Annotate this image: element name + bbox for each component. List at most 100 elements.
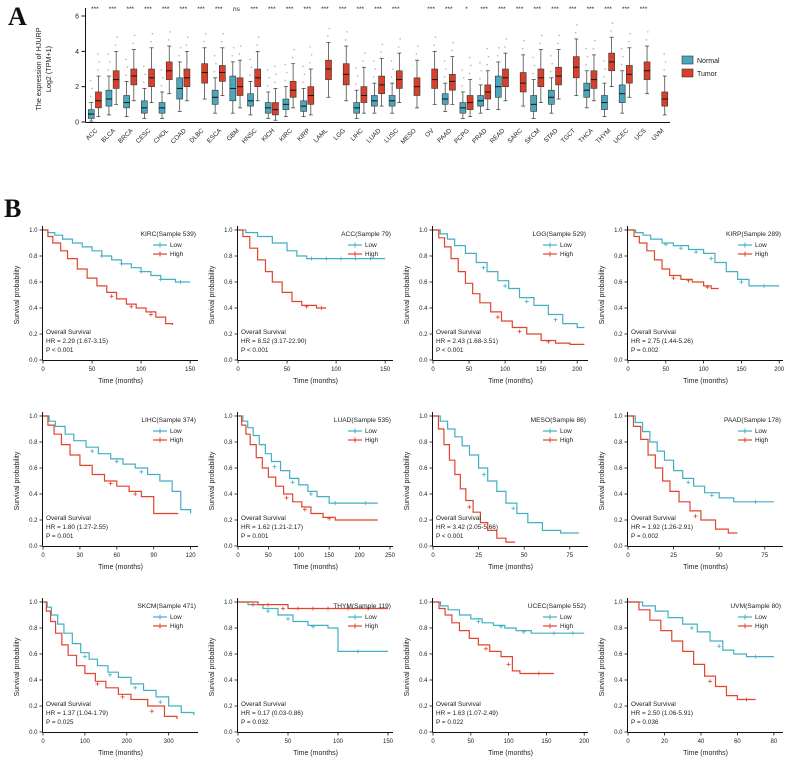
high-curve [628, 601, 756, 701]
svg-text:0.8: 0.8 [29, 254, 38, 260]
svg-text:1.0: 1.0 [29, 600, 38, 606]
x-axis-tick-label: TGCT [560, 127, 577, 144]
significance-marker: *** [498, 6, 506, 13]
legend-label: High [365, 623, 379, 630]
svg-text:0.8: 0.8 [29, 626, 38, 632]
expression-boxplot: 0 2 4 6 The expression of HJURP Log2 (TPM+1) *… [34, 6, 720, 146]
x-axis-tick-label: BRCA [117, 127, 135, 145]
annotation-line: P = 0.036 [631, 719, 659, 726]
svg-text:0.2: 0.2 [29, 518, 38, 524]
svg-text:0: 0 [431, 739, 435, 745]
legend-label: Low [170, 614, 182, 621]
svg-text:0.2: 0.2 [419, 518, 428, 524]
annotation-line: P < 0.001 [241, 347, 269, 354]
svg-text:1.0: 1.0 [224, 228, 233, 234]
x-axis-label: Time (months) [683, 564, 728, 571]
legend-label-normal: Normal [697, 58, 720, 65]
svg-text:0: 0 [41, 553, 45, 559]
svg-text:0.2: 0.2 [224, 704, 233, 710]
svg-text:0.8: 0.8 [419, 626, 428, 632]
annotation-line: HR = 1.37 (1.04-1.79) [46, 710, 108, 717]
km-plot-svg: 0.0 0.2 0.4 0.6 0.8 1.0 0 50 100 150 200 250 Time (m… [209, 412, 396, 571]
svg-text:300: 300 [164, 739, 175, 745]
annotation-line: Overall Survival [241, 329, 286, 336]
svg-text:200: 200 [122, 739, 133, 745]
svg-text:0.8: 0.8 [614, 626, 623, 632]
km-plot-kirc: 0.0 0.2 0.4 0.6 0.8 1.0 0 50 100 150 Time (months)… [10, 220, 205, 402]
svg-text:1.0: 1.0 [29, 414, 38, 420]
km-plot-skcm: 0.0 0.2 0.4 0.6 0.8 1.0 0 100 200 300 Time (months… [10, 592, 205, 774]
svg-text:0.0: 0.0 [29, 544, 38, 550]
svg-text:0.6: 0.6 [419, 466, 428, 472]
svg-text:0.2: 0.2 [224, 332, 233, 338]
svg-text:0.8: 0.8 [224, 254, 233, 260]
y-axis-label: Survival probability [404, 637, 411, 696]
low-curve [43, 229, 191, 283]
km-plot-title: ACC(Sample 79) [341, 231, 391, 238]
svg-text:0.8: 0.8 [419, 440, 428, 446]
significance-marker: *** [197, 6, 205, 13]
annotation-line: P < 0.001 [436, 533, 464, 540]
x-axis-label: Time (months) [488, 750, 533, 757]
low-curve [433, 601, 585, 634]
svg-text:0.4: 0.4 [29, 678, 38, 684]
svg-text:0.0: 0.0 [224, 358, 233, 364]
km-plot-svg: 0.0 0.2 0.4 0.6 0.8 1.0 0 50 100 150 200 Time (mont… [404, 226, 588, 385]
svg-text:0.8: 0.8 [224, 626, 233, 632]
annotation-line: HR = 2.75 (1.44-5.26) [631, 338, 693, 345]
legend-swatch-tumor [681, 68, 694, 78]
svg-text:0: 0 [41, 367, 45, 373]
legend-label: Low [755, 242, 767, 249]
significance-marker: ns [233, 6, 241, 13]
legend-label: Low [365, 242, 377, 249]
annotation-line: P = 0.025 [46, 719, 74, 726]
x-axis-tick-label: DLBC [188, 127, 205, 144]
km-plot-svg: 0.0 0.2 0.4 0.6 0.8 1.0 0 25 50 75 Time (months) Su… [404, 412, 588, 571]
x-axis-label: Time (months) [683, 750, 728, 757]
annotation-line: Overall Survival [631, 701, 676, 708]
km-plot-svg: 0.0 0.2 0.4 0.6 0.8 1.0 0 20 40 60 80 Time (months)… [599, 598, 783, 757]
svg-text:0.2: 0.2 [614, 518, 623, 524]
significance-marker: *** [357, 6, 365, 13]
annotation-line: P = 0.022 [436, 719, 464, 726]
y-axis-label: Survival probability [599, 637, 606, 696]
km-plot-svg: 0.0 0.2 0.4 0.6 0.8 1.0 0 50 100 150 200 Time (mont… [404, 598, 590, 757]
annotation-line: Overall Survival [631, 515, 676, 522]
x-axis-tick-label: PRAD [471, 127, 489, 145]
y-axis-label: Survival probability [14, 637, 21, 696]
svg-text:250: 250 [385, 553, 396, 559]
x-axis-tick-label: ESCA [206, 127, 224, 145]
svg-text:100: 100 [504, 739, 515, 745]
significance-marker: *** [604, 6, 612, 13]
km-plot-uvm: 0.0 0.2 0.4 0.6 0.8 1.0 0 20 40 60 80 Time (months)… [595, 592, 790, 774]
x-axis-tick-label: KIRP [296, 127, 312, 143]
svg-text:0.0: 0.0 [614, 544, 623, 550]
low-curve [238, 415, 378, 504]
x-axis-tick-label: LIHC [349, 127, 365, 143]
legend-label: High [170, 251, 184, 258]
y-axis-label: Survival probability [599, 265, 606, 324]
svg-text:0: 0 [41, 739, 45, 745]
svg-text:50: 50 [521, 553, 528, 559]
km-plot-title: UCEC(Sample 552) [528, 603, 586, 610]
y-axis-label: Survival probability [404, 265, 411, 324]
low-curve [238, 601, 388, 652]
svg-text:150: 150 [736, 367, 747, 373]
legend-label: Low [365, 614, 377, 621]
annotation-line: HR = 0.17 (0.03-0.86) [241, 710, 303, 717]
high-curve [43, 229, 174, 325]
high-curve [433, 415, 516, 543]
svg-text:1.0: 1.0 [419, 600, 428, 606]
significance-marker: *** [180, 6, 188, 13]
annotation-line: P < 0.001 [436, 347, 464, 354]
svg-text:100: 100 [331, 367, 342, 373]
svg-text:100: 100 [80, 739, 91, 745]
x-axis-label: Time (months) [98, 750, 143, 757]
svg-text:50: 50 [89, 367, 96, 373]
km-plot-svg: 0.0 0.2 0.4 0.6 0.8 1.0 0 50 100 150 Time (months)… [209, 226, 393, 385]
high-curve [43, 415, 179, 515]
legend-label: Low [755, 614, 767, 621]
svg-text:0.8: 0.8 [224, 440, 233, 446]
svg-text:0.8: 0.8 [419, 254, 428, 260]
